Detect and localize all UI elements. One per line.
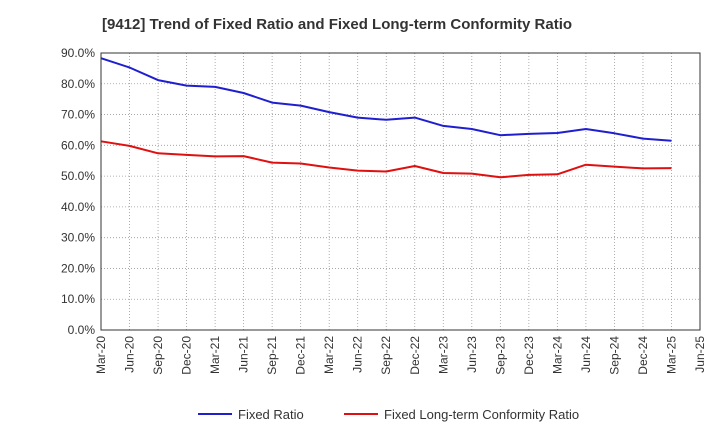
- x-tick-label: Mar-22: [322, 336, 336, 374]
- legend: Fixed Ratio Fixed Long-term Conformity Ra…: [198, 407, 579, 422]
- y-tick-label: 50.0%: [61, 169, 95, 183]
- x-tick-label: Jun-21: [237, 336, 251, 373]
- x-tick-label: Sep-24: [607, 336, 621, 375]
- x-tick-label: Sep-23: [493, 336, 507, 375]
- y-tick-label: 90.0%: [61, 46, 95, 60]
- x-tick-label: Jun-25: [693, 336, 707, 373]
- x-tick-label: Mar-20: [94, 336, 108, 374]
- x-tick-label: Mar-25: [664, 336, 678, 374]
- x-tick-label: Jun-22: [351, 336, 365, 373]
- legend-label: Fixed Ratio: [238, 407, 304, 422]
- x-tick-label: Jun-24: [579, 336, 593, 373]
- y-tick-label: 40.0%: [61, 200, 95, 214]
- y-tick-label: 60.0%: [61, 138, 95, 152]
- x-tick-label: Mar-24: [550, 336, 564, 374]
- series-lines: [100, 57, 672, 179]
- x-tick-label: Dec-24: [636, 336, 650, 375]
- y-tick-label: 20.0%: [61, 261, 95, 275]
- x-tick-label: Dec-21: [294, 336, 308, 375]
- y-tick-label: 70.0%: [61, 108, 95, 122]
- x-tick-label: Sep-21: [265, 336, 279, 375]
- y-axis-ticks: 0.0% 10.0% 20.0% 30.0% 40.0% 50.0% 60.0% 70.0% 8…: [61, 46, 95, 337]
- plot-frame: [100, 52, 701, 331]
- series-line-fixed-ratio: [100, 57, 672, 142]
- x-tick-label: Jun-23: [465, 336, 479, 373]
- x-tick-label: Dec-22: [408, 336, 422, 375]
- y-tick-label: 80.0%: [61, 77, 95, 91]
- grid-lines: [101, 53, 700, 330]
- chart-title: [9412] Trend of Fixed Ratio and Fixed Lo…: [102, 16, 572, 33]
- y-tick-label: 10.0%: [61, 292, 95, 306]
- series-line-fixed-long-term-conformity-ratio: [100, 140, 672, 179]
- x-axis-ticks: Mar-20 Jun-20 Sep-20 Dec-20 Mar-21 Jun-21 Sep-…: [94, 336, 707, 375]
- y-tick-label: 30.0%: [61, 231, 95, 245]
- x-tick-label: Mar-23: [436, 336, 450, 374]
- y-tick-label: 0.0%: [68, 323, 96, 337]
- x-tick-label: Sep-20: [151, 336, 165, 375]
- x-tick-label: Jun-20: [123, 336, 137, 373]
- x-tick-label: Mar-21: [208, 336, 222, 374]
- x-tick-label: Dec-23: [522, 336, 536, 375]
- x-tick-label: Dec-20: [180, 336, 194, 375]
- x-tick-label: Sep-22: [379, 336, 393, 375]
- legend-label: Fixed Long-term Conformity Ratio: [384, 407, 579, 422]
